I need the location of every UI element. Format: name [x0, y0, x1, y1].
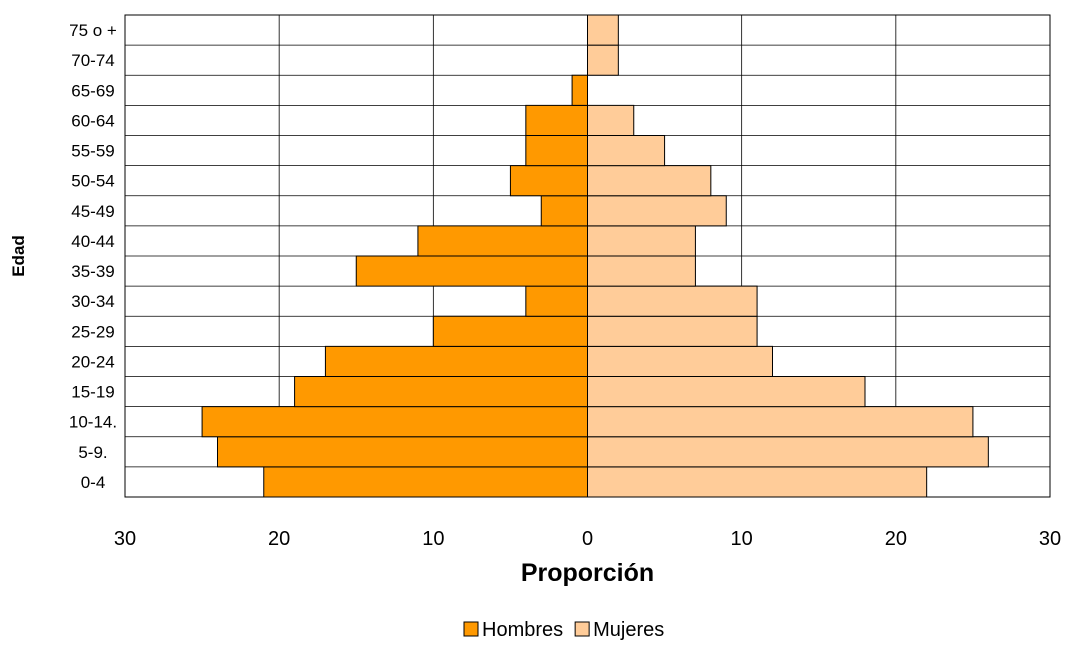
bar-mujeres-25-29 [587, 315, 758, 347]
bar-mujeres-20-24 [587, 345, 773, 377]
legend-swatch-hombres [463, 621, 479, 637]
bar-mujeres-45-49 [587, 195, 727, 227]
y-tick-label: 65-69 [71, 81, 114, 100]
bar-hombres-65-69 [571, 74, 588, 106]
bar-hombres-15-19 [294, 376, 588, 408]
legend: Hombres Mujeres [463, 619, 664, 641]
y-tick-label: 30-34 [71, 292, 114, 311]
bar-hombres-60-64 [525, 104, 588, 136]
y-tick-labels: 0-4 5-9. 10-14. 15-19 20-24 25-29 30-34 35-39 40… [69, 21, 117, 492]
y-axis-title: Edad [9, 235, 28, 277]
bar-hombres-20-24 [324, 345, 588, 377]
bar-mujeres-30-34 [587, 285, 758, 317]
y-tick-label: 40-44 [71, 232, 114, 251]
y-tick-label: 20-24 [71, 352, 114, 371]
y-tick-label: 55-59 [71, 142, 114, 161]
bar-hombres-50-54 [509, 165, 588, 197]
bar-mujeres-5-9 [587, 436, 989, 468]
legend-label-hombres: Hombres [482, 619, 563, 641]
x-tick-label: 0 [582, 528, 593, 550]
y-tick-label: 35-39 [71, 262, 114, 281]
bar-hombres-0-4 [263, 466, 588, 498]
legend-swatch-mujeres [574, 621, 590, 637]
bar-hombres-5-9 [217, 436, 588, 468]
y-tick-label: 25-29 [71, 322, 114, 341]
x-tick-label: 30 [114, 528, 136, 550]
x-axis-title: Proporción [521, 559, 654, 587]
legend-label-mujeres: Mujeres [593, 619, 664, 641]
x-tick-labels: 30 20 10 0 10 20 30 [114, 528, 1061, 550]
y-tick-label: 75 o + [69, 21, 117, 40]
y-tick-label: 60-64 [71, 111, 114, 130]
bar-mujeres-15-19 [587, 376, 866, 408]
y-tick-label: 0-4 [81, 473, 106, 492]
bar-hombres-35-39 [355, 255, 588, 287]
y-tick-label: 70-74 [71, 51, 114, 70]
bar-hombres-45-49 [540, 195, 588, 227]
x-tick-label: 10 [731, 528, 753, 550]
plot-area-frame [124, 14, 1051, 498]
bar-mujeres-50-54 [587, 165, 712, 197]
bar-mujeres-60-64 [587, 104, 635, 136]
x-tick-label: 10 [422, 528, 444, 550]
y-tick-label: 10-14. [69, 413, 117, 432]
x-tick-label: 20 [885, 528, 907, 550]
bar-hombres-30-34 [525, 285, 588, 317]
y-tick-label: 45-49 [71, 202, 114, 221]
bar-hombres-55-59 [525, 135, 588, 167]
bar-mujeres-40-44 [587, 225, 696, 257]
bar-mujeres-55-59 [587, 135, 666, 167]
bar-mujeres-70-74 [587, 44, 619, 76]
bar-hombres-25-29 [432, 315, 589, 347]
bar-mujeres-35-39 [587, 255, 696, 287]
bar-hombres-40-44 [417, 225, 588, 257]
x-tick-label: 30 [1039, 528, 1061, 550]
bar-mujeres-75-o [587, 14, 619, 46]
bar-mujeres-0-4 [587, 466, 928, 498]
y-tick-label: 50-54 [71, 172, 114, 191]
y-tick-label: 5-9. [78, 443, 107, 462]
bars [201, 14, 989, 498]
bar-hombres-10-14 [201, 406, 588, 438]
bar-mujeres-10-14 [587, 406, 974, 438]
y-tick-label: 15-19 [71, 383, 114, 402]
x-tick-label: 20 [268, 528, 290, 550]
